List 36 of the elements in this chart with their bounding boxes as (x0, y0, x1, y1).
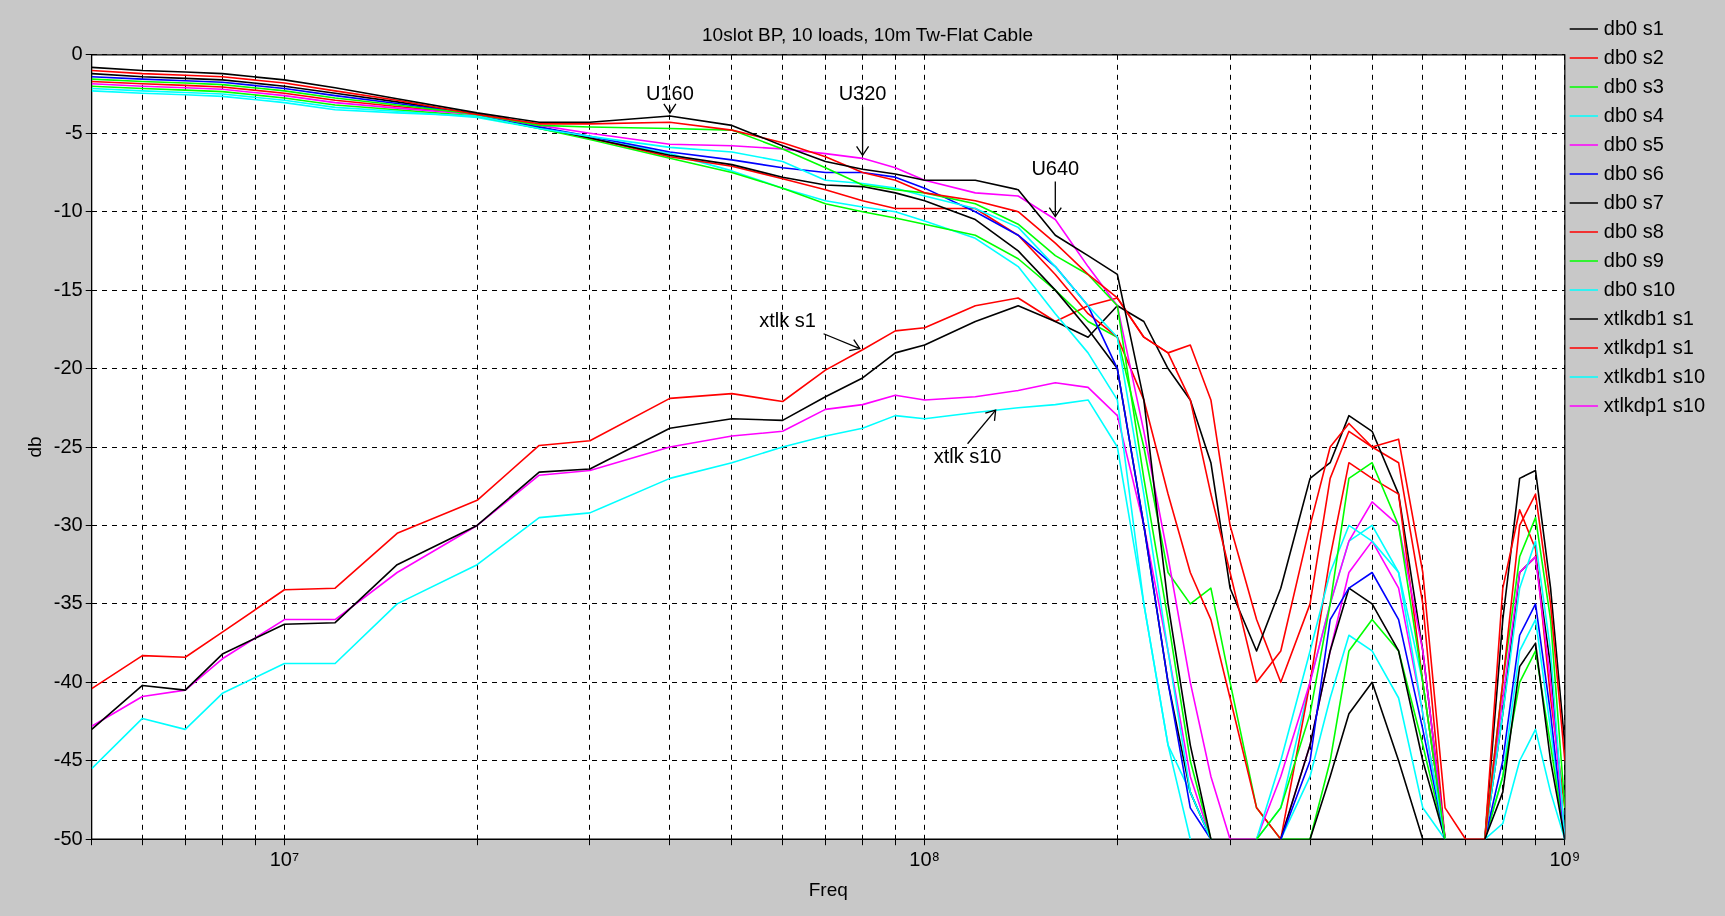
y-tick-label: -50 (53, 826, 83, 849)
legend-label: db0 s4 (1603, 103, 1664, 126)
legend-label: db0 s9 (1603, 248, 1664, 271)
legend-label: db0 s8 (1603, 219, 1664, 242)
legend-label: db0 s10 (1603, 277, 1675, 300)
legend-label: db0 s1 (1603, 16, 1664, 39)
y-tick-label: -15 (53, 277, 83, 300)
annotation: U320 (838, 82, 887, 105)
annotation: U160 (645, 82, 694, 105)
y-tick-label: -45 (53, 748, 83, 771)
y-tick-label: -40 (53, 669, 83, 692)
y-tick-label: -10 (53, 199, 83, 222)
legend-label: db0 s7 (1603, 190, 1664, 213)
legend-label: db0 s6 (1603, 161, 1664, 184)
x-tick-label: 10⁸ (909, 847, 940, 870)
y-axis-title: db (23, 436, 45, 458)
x-axis-title: Freq (808, 878, 848, 900)
y-tick-label: -35 (53, 591, 83, 614)
y-tick-label: -5 (64, 120, 83, 143)
annotation: xtlk s10 (933, 445, 1002, 468)
x-tick-label: 10⁷ (269, 847, 300, 870)
legend-label: xtlkdb1 s10 (1603, 364, 1705, 387)
y-tick-label: -25 (53, 434, 83, 457)
y-tick-label: -30 (53, 512, 83, 535)
legend-label: db0 s3 (1603, 74, 1664, 97)
annotation: xtlk s1 (759, 309, 816, 332)
y-tick-label: 0 (71, 42, 83, 65)
annotation: U640 (1031, 157, 1080, 180)
legend-label: xtlkdp1 s10 (1603, 393, 1705, 416)
x-tick-label: 10⁹ (1549, 847, 1581, 870)
y-tick-label: -20 (53, 356, 83, 379)
legend-label: db0 s5 (1603, 132, 1664, 155)
legend-label: db0 s2 (1603, 45, 1664, 68)
legend-label: xtlkdb1 s1 (1603, 306, 1694, 329)
legend-label: xtlkdp1 s1 (1603, 335, 1694, 358)
chart-title: 10slot BP, 10 loads, 10m Tw-Flat Cable (702, 23, 1033, 45)
